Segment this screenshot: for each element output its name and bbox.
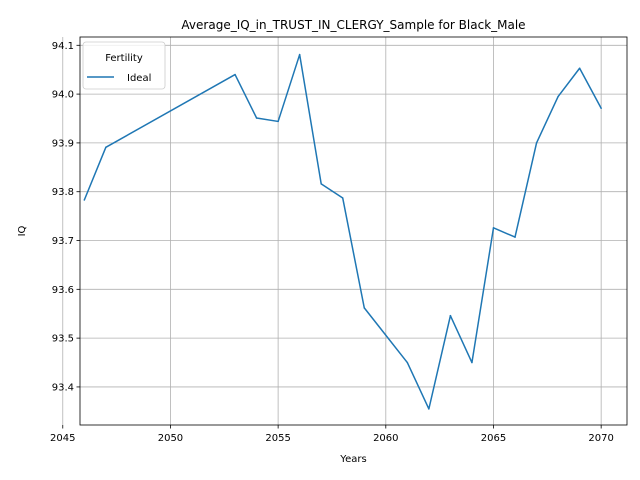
y-tick-label: 94.0 <box>52 90 74 101</box>
y-tick-label: 93.6 <box>52 285 74 296</box>
data-point <box>298 53 301 56</box>
data-point <box>492 227 495 229</box>
x-tick-label: 2055 <box>265 433 290 444</box>
data-point <box>234 73 236 76</box>
data-point <box>600 107 602 110</box>
legend: Fertility Ideal <box>82 41 166 90</box>
data-point <box>277 120 279 123</box>
data-point <box>83 199 86 201</box>
y-tick-label: 93.9 <box>52 138 74 149</box>
data-point <box>320 183 322 185</box>
y-tick-label: 93.7 <box>52 236 74 247</box>
data-point <box>363 307 366 309</box>
x-tick-label: 2045 <box>50 433 75 444</box>
data-point <box>514 236 516 238</box>
data-point <box>449 314 452 317</box>
x-tick-label: 2060 <box>373 433 398 444</box>
data-point <box>578 67 581 69</box>
grid <box>62 37 627 425</box>
legend-box <box>82 41 166 90</box>
x-tick-label: 2065 <box>481 433 506 444</box>
chart-title: Average_IQ_in_TRUST_IN_CLERGY_Sample for… <box>181 18 525 32</box>
data-point <box>471 361 473 364</box>
legend-series-label: Ideal <box>127 73 151 84</box>
y-tick-label: 93.8 <box>52 187 74 198</box>
data-point <box>105 146 107 149</box>
y-tick-label: 93.4 <box>52 382 74 393</box>
x-tick-label: 2070 <box>588 433 613 444</box>
data-point <box>535 142 538 144</box>
data-point <box>557 95 559 98</box>
data-point <box>341 197 344 199</box>
data-point <box>255 117 258 119</box>
x-tick-label: 2050 <box>158 433 183 444</box>
y-axis-label: IQ <box>17 225 28 236</box>
data-point <box>406 361 409 364</box>
plot-frame <box>79 36 628 426</box>
data-point <box>428 408 430 410</box>
series-layer <box>83 53 602 410</box>
x-axis-label: Years <box>339 454 366 465</box>
y-tick-label: 93.5 <box>52 334 74 345</box>
axis-ticks: 2045 2050 2055 2060 2065 2070 93.4 93.5 93.6 93.7… <box>50 41 614 444</box>
legend-title: Fertility <box>105 53 143 64</box>
y-tick-label: 94.1 <box>52 41 74 52</box>
